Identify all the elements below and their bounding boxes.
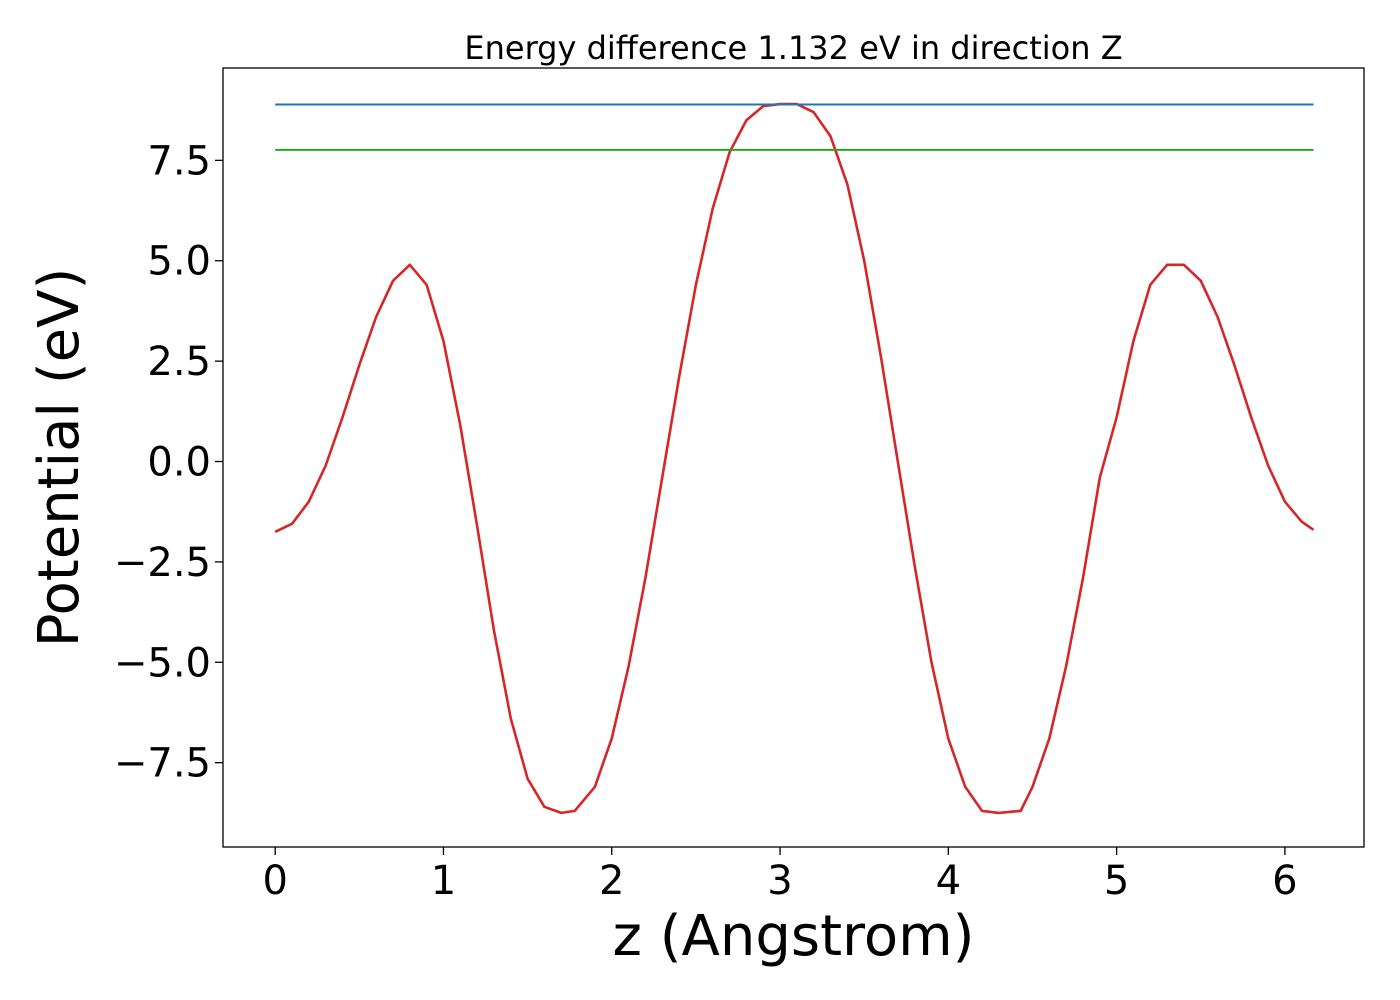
x-tick-label: 3 [767,858,792,904]
y-tick-label: −7.5 [114,741,211,787]
y-tick-label: 2.5 [147,339,211,385]
x-tick-label: 0 [262,858,287,904]
y-axis-ticks: −7.5 −5.0 −2.5 0.0 2.5 5.0 7.5 [114,138,223,787]
series-line-0 [274,102,1315,815]
y-tick-label: 5.0 [147,239,211,285]
x-tick-label: 6 [1272,858,1297,904]
x-axis-label: z (Angstrom) [613,904,975,969]
x-tick-label: 5 [1104,858,1129,904]
plot-layer [274,102,1315,815]
plot-frame [222,67,1365,848]
x-axis-ticks: 0 1 2 3 4 5 6 [262,847,1298,904]
y-tick-label: 7.5 [147,138,211,184]
chart-title: Energy difference 1.132 eV in direction … [464,29,1122,67]
y-axis-label: Potential (eV) [27,268,92,648]
y-tick-label: −2.5 [114,540,211,586]
x-tick-label: 4 [936,858,961,904]
x-tick-label: 1 [431,858,456,904]
x-tick-label: 2 [599,858,624,904]
y-tick-label: −5.0 [114,640,211,686]
y-tick-label: 0.0 [147,440,211,486]
